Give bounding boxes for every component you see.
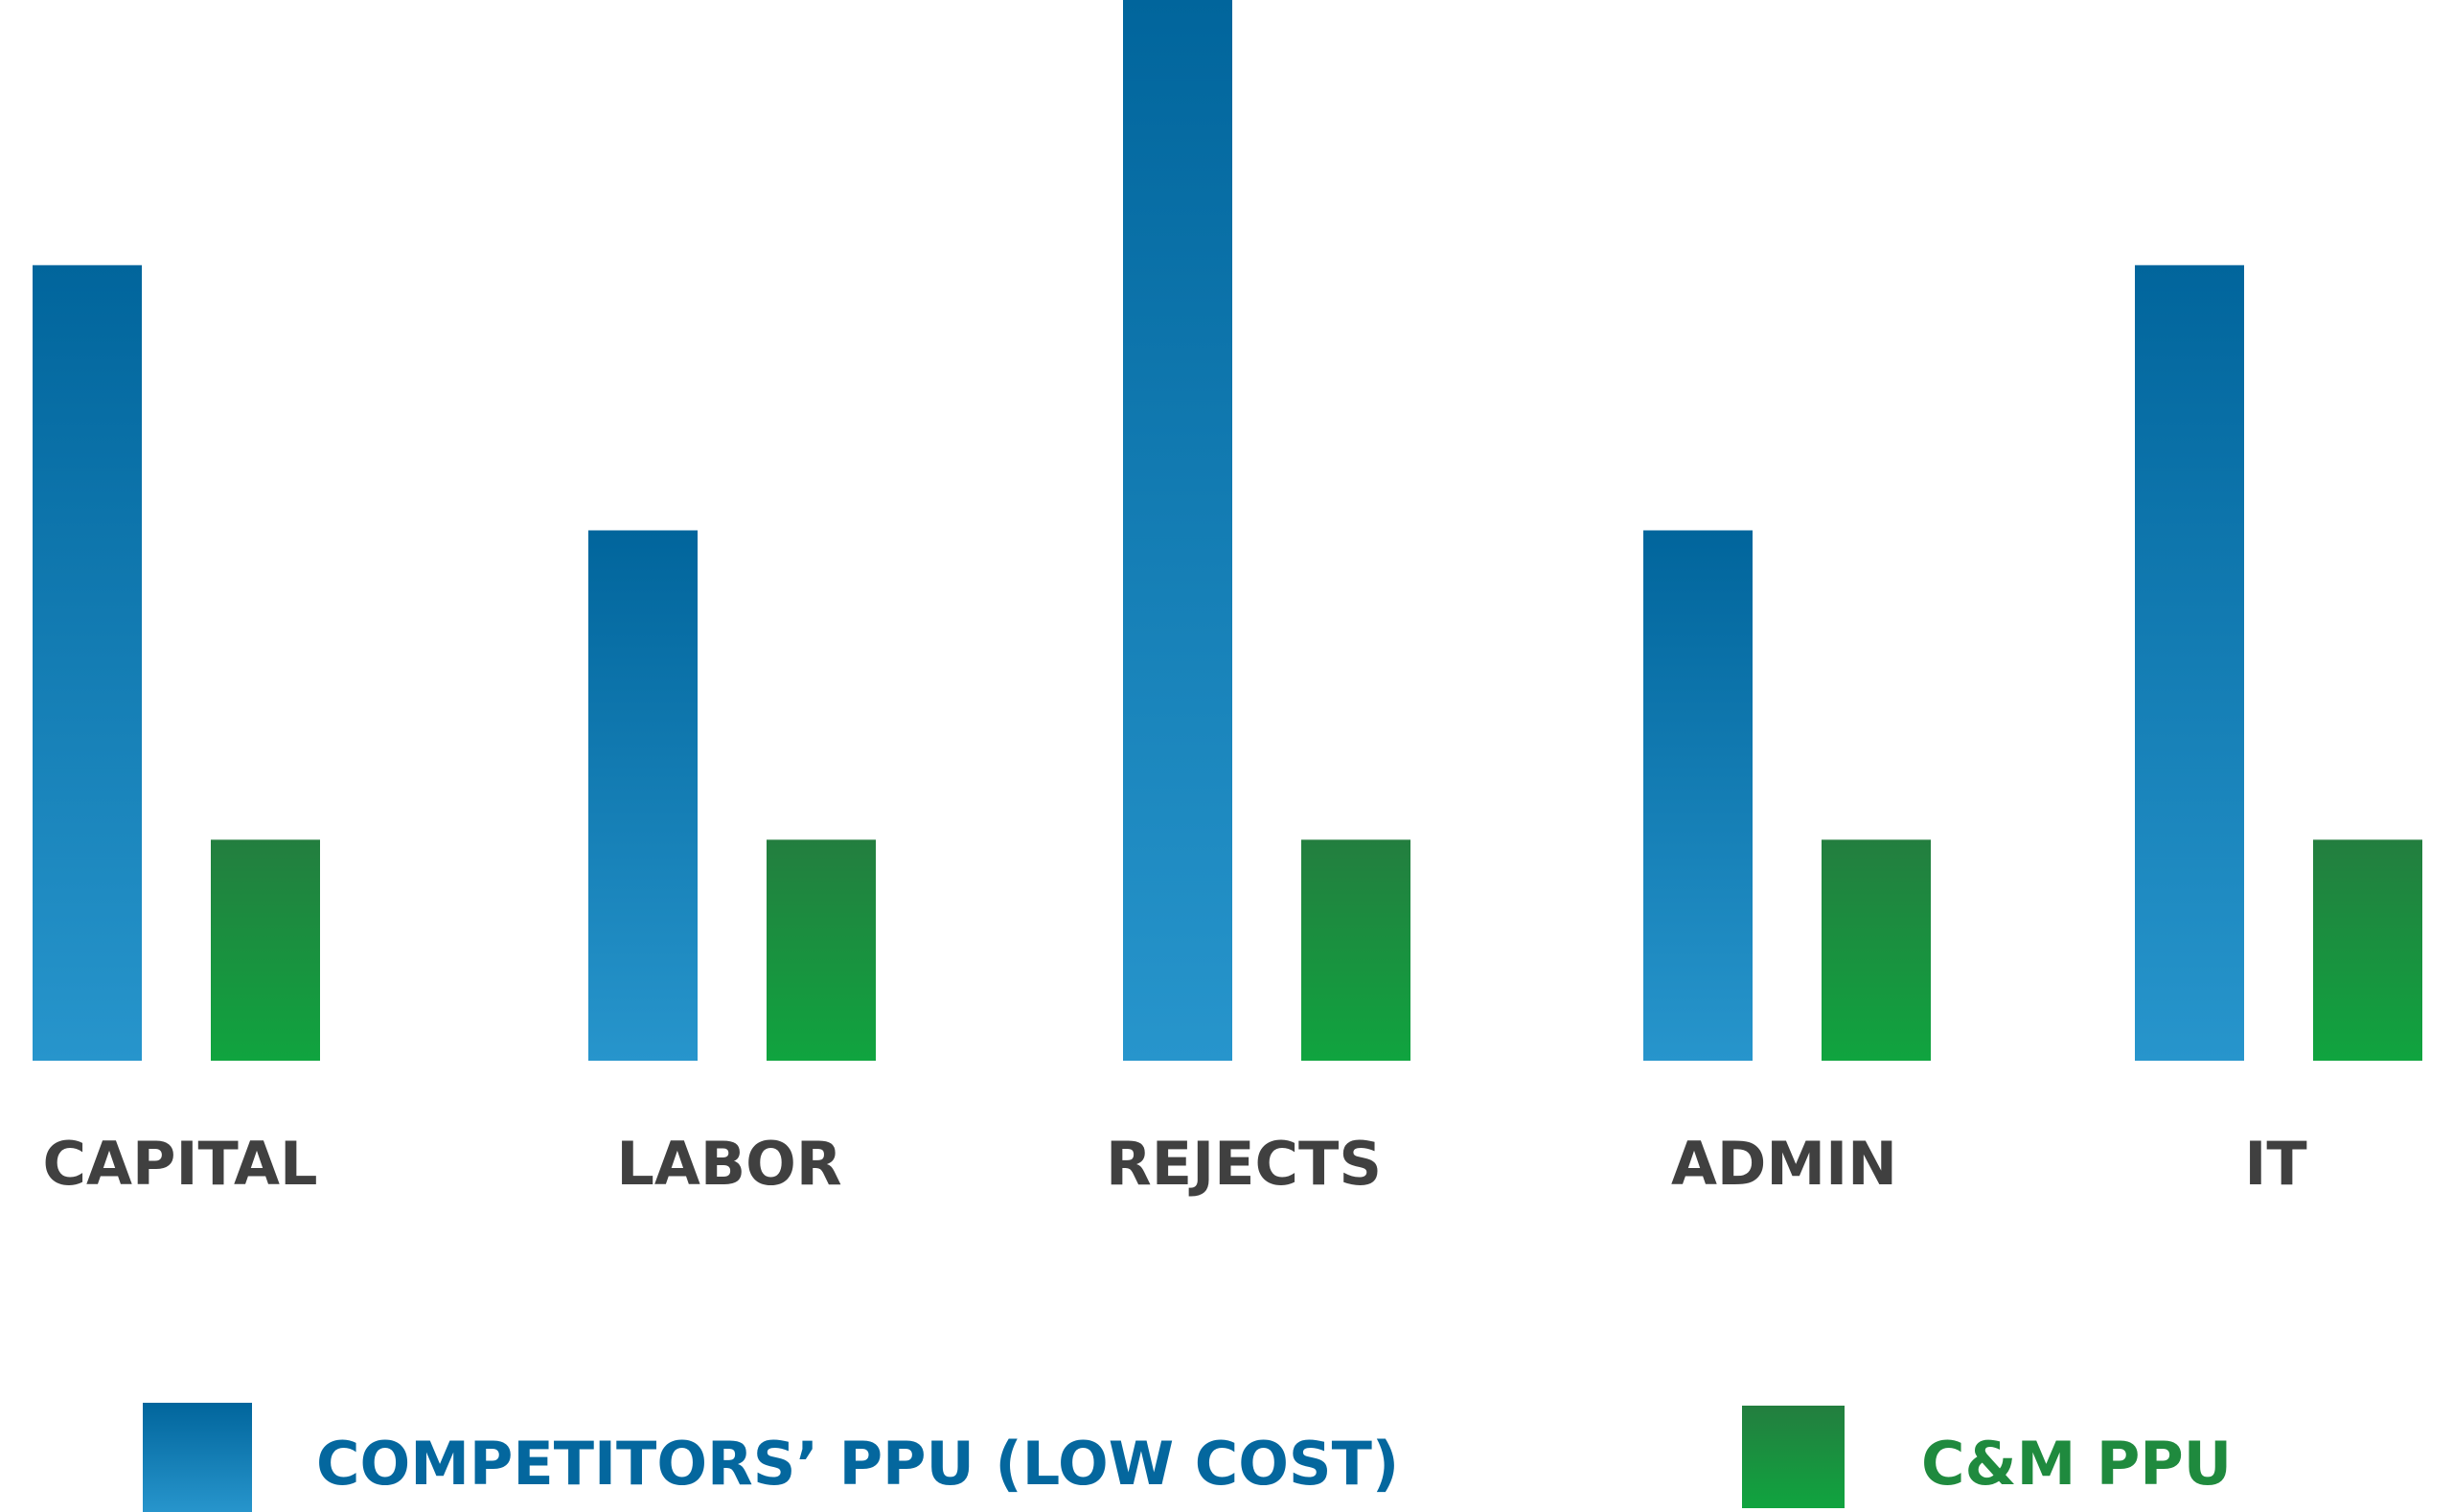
legend-label-competitors: COMPETITORS’ PPU (LOW COST) bbox=[316, 1429, 1399, 1499]
bar-rejects-competitors bbox=[1123, 0, 1232, 1061]
bar-it-cm bbox=[2313, 839, 2422, 1061]
category-label-admin: ADMIN bbox=[1671, 1129, 1897, 1199]
category-label-labor: LABOR bbox=[616, 1129, 841, 1199]
category-label-it: IT bbox=[2244, 1129, 2306, 1199]
bar-capital-cm bbox=[211, 839, 320, 1061]
category-label-capital: CAPITAL bbox=[43, 1129, 318, 1199]
bar-labor-cm bbox=[767, 839, 876, 1061]
bar-capital-competitors bbox=[33, 264, 142, 1061]
bars-group bbox=[33, 0, 2422, 1061]
category-label-rejects: REJECTS bbox=[1106, 1129, 1382, 1199]
legend-swatch-cm bbox=[1742, 1406, 1845, 1508]
category-labels: CAPITAL LABOR REJECTS ADMIN IT bbox=[43, 1129, 2307, 1199]
bar-admin-cm bbox=[1822, 839, 1931, 1061]
legend-label-cm: C&M PPU bbox=[1921, 1429, 2232, 1499]
legend: COMPETITORS’ PPU (LOW COST) C&M PPU bbox=[143, 1403, 2232, 1512]
bar-it-competitors bbox=[2135, 264, 2244, 1061]
bar-admin-competitors bbox=[1643, 530, 1753, 1061]
legend-swatch-competitors bbox=[143, 1403, 252, 1512]
bar-rejects-cm bbox=[1301, 839, 1410, 1061]
bar-labor-competitors bbox=[588, 530, 698, 1061]
